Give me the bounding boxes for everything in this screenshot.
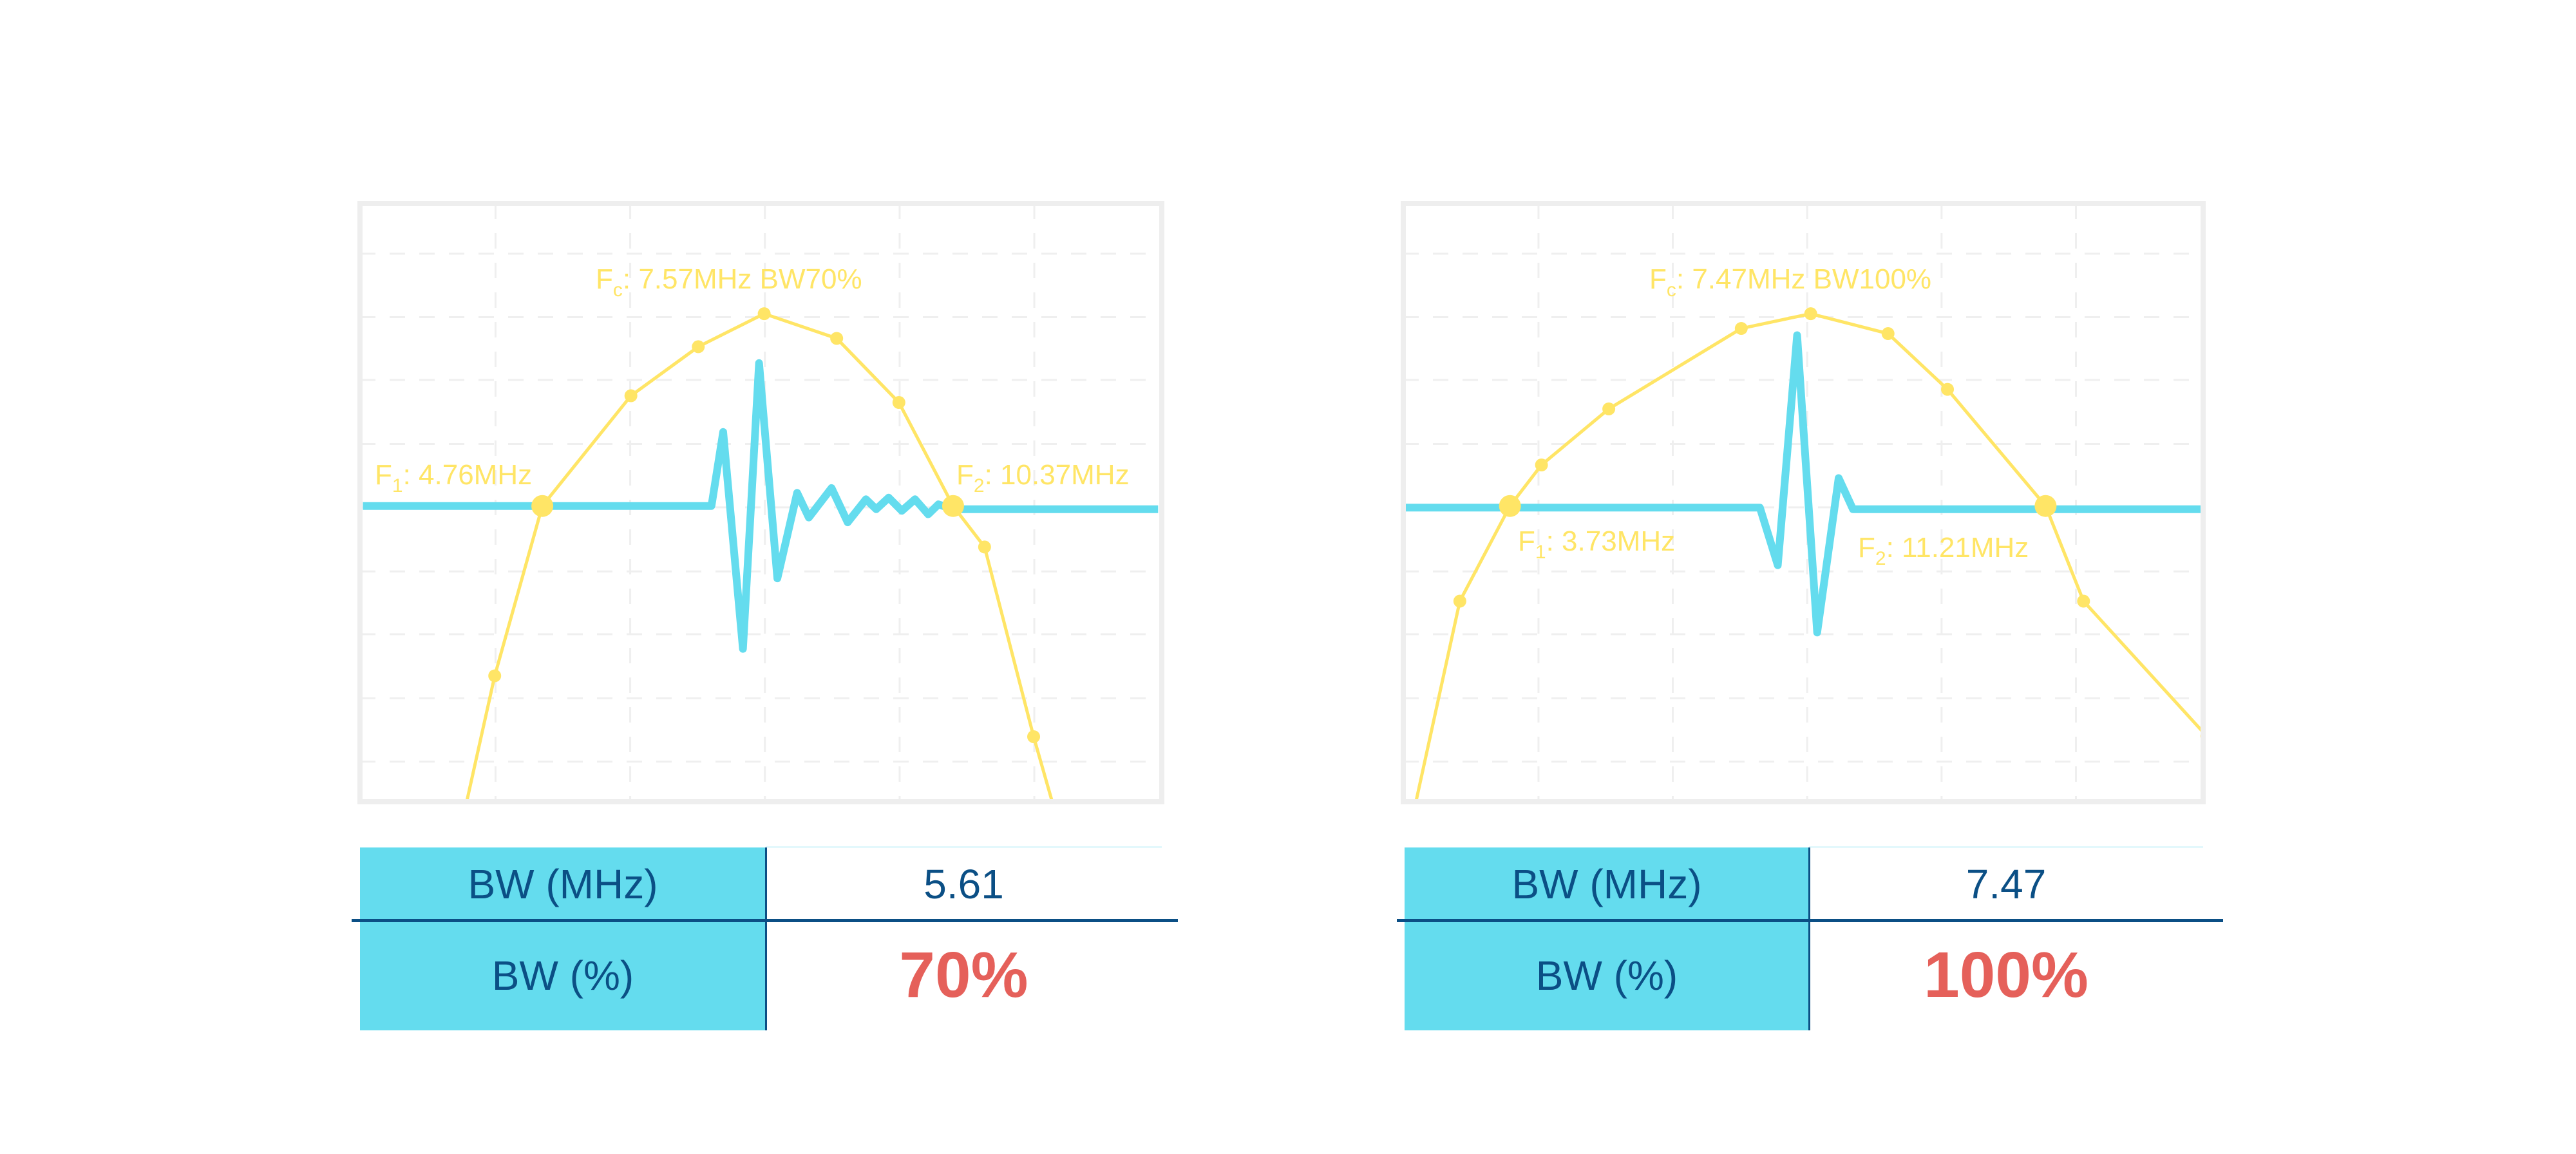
pulse-waveform-line [363, 359, 1159, 653]
column-divider [1808, 847, 1810, 1030]
cutoff-point-marker [942, 495, 964, 517]
value-bw-mhz: 7.47 [1965, 860, 2047, 907]
f1-label: F1: 3.73MHz [1518, 525, 1675, 563]
value-bw-mhz: 5.61 [923, 860, 1004, 907]
fc-label: Fc: 7.57MHz BW70% [596, 263, 862, 301]
response-point-marker [1881, 327, 1895, 341]
response-point-marker [1535, 459, 1548, 472]
fc-label: Fc: 7.47MHz BW100% [1649, 263, 1931, 301]
table-top-border [1809, 846, 2203, 848]
value-bw-percent: 70% [899, 939, 1028, 1011]
value-bw-percent: 100% [1924, 939, 2088, 1011]
frequency-response-line [465, 312, 1054, 802]
column-divider [765, 847, 767, 1030]
response-point-marker [1734, 322, 1748, 336]
chart-left: Fc: 7.57MHz BW70% F1: 4.76MHz F2: 10.37M… [357, 201, 1164, 804]
f1-label: F1: 4.76MHz [375, 459, 532, 497]
pulse-waveform-line [1405, 331, 2203, 637]
row-divider [352, 919, 1178, 922]
response-point-marker [978, 540, 991, 554]
response-point-marker [1941, 383, 1955, 396]
response-point-marker [488, 669, 502, 683]
response-point-marker [757, 307, 771, 321]
row-label-bw-mhz: BW (MHz) [360, 847, 766, 920]
cutoff-point-marker [2034, 495, 2057, 517]
row-label-bw-percent: BW (%) [1405, 920, 1809, 1030]
response-point-marker [1453, 594, 1466, 608]
response-point-marker [830, 332, 844, 345]
row-divider [1397, 919, 2223, 922]
row-label-bw-percent: BW (%) [360, 920, 766, 1030]
f2-label: F2: 11.21MHz [1858, 532, 2029, 569]
chart-right: Fc: 7.47MHz BW100% F1: 3.73MHz F2: 11.21… [1401, 201, 2206, 804]
response-point-marker [624, 389, 638, 402]
response-point-marker [892, 396, 905, 410]
response-point-marker [1602, 402, 1616, 415]
response-point-marker [2077, 594, 2090, 608]
cutoff-point-marker [531, 495, 554, 517]
f2-label: F2: 10.37MHz [956, 459, 1130, 497]
response-point-marker [692, 340, 705, 354]
frequency-response-line [1414, 312, 2203, 802]
chart-frame [1401, 201, 2206, 804]
chart-frame [357, 201, 1164, 804]
table-top-border [766, 846, 1162, 848]
cutoff-point-marker [1499, 495, 1521, 517]
row-label-bw-mhz: BW (MHz) [1405, 847, 1809, 920]
response-point-marker [1804, 307, 1817, 321]
response-point-marker [1027, 730, 1041, 743]
